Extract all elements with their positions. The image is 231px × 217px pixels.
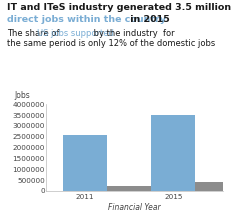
X-axis label: Financial Year: Financial Year — [108, 202, 160, 212]
Text: IT and ITeS industry generated 3.5 million: IT and ITeS industry generated 3.5 milli… — [7, 3, 230, 12]
Text: the same period is only 12% of the domestic jobs: the same period is only 12% of the domes… — [7, 39, 214, 48]
Text: in 2015: in 2015 — [127, 15, 169, 24]
Bar — [195, 182, 231, 191]
Bar — [151, 115, 195, 191]
Text: by the industry  for: by the industry for — [91, 29, 174, 38]
Text: The share of: The share of — [7, 29, 62, 38]
Bar — [63, 135, 107, 191]
Text: direct jobs within the country: direct jobs within the country — [7, 15, 165, 24]
Text: US jobs supported: US jobs supported — [36, 29, 113, 38]
Text: Jobs: Jobs — [15, 91, 30, 100]
Bar — [107, 186, 151, 191]
